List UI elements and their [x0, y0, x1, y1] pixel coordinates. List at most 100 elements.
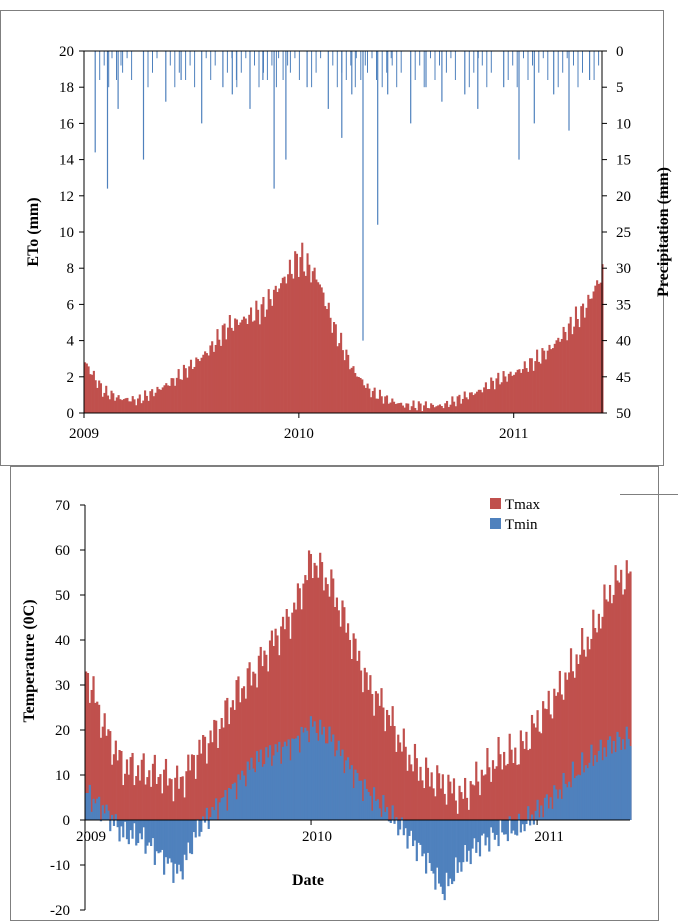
tmax-bar	[438, 773, 441, 820]
eto-bar	[290, 273, 293, 413]
tmin-bar	[601, 760, 604, 820]
tmax-bar	[462, 798, 465, 820]
tmin-bar	[490, 820, 493, 828]
bottom-chart-axes	[80, 504, 630, 911]
tmax-bars	[85, 550, 632, 820]
tmin-bar	[558, 789, 561, 820]
eto-bar	[419, 403, 422, 413]
tmax-bar	[443, 793, 446, 820]
tmin-bar	[346, 757, 350, 820]
tmax-bar	[220, 718, 223, 820]
tmin-bar	[326, 743, 329, 820]
eto-bar	[174, 385, 177, 413]
tmax-bar	[469, 781, 472, 820]
eto-bar	[235, 319, 238, 413]
tmax-bar	[111, 764, 114, 820]
tmin-bar	[276, 752, 279, 820]
tmin-bar	[371, 810, 374, 820]
tmax-bar	[365, 672, 368, 820]
tmax-bar	[503, 751, 506, 820]
tmax-bar	[239, 702, 242, 820]
eto-bar	[129, 401, 133, 413]
tmin-bar	[462, 820, 465, 863]
eto-bar	[179, 379, 182, 413]
x-tick-label: 2010	[284, 426, 314, 442]
tmin-bar	[519, 820, 522, 833]
tmin-bar	[242, 775, 246, 820]
tmin-bar	[172, 820, 175, 883]
tmin-bar	[257, 761, 260, 820]
eto-bar	[507, 373, 510, 413]
tmax-bar	[98, 704, 101, 820]
tmin-bar	[348, 769, 352, 820]
eto-bar	[569, 316, 572, 413]
eto-bar	[175, 377, 178, 413]
tmin-bar	[88, 784, 91, 820]
eto-bar	[324, 306, 327, 413]
tmax-bar	[205, 763, 208, 820]
eto-bar	[269, 299, 272, 413]
tmax-bar	[120, 751, 123, 820]
tmax-bar	[391, 706, 394, 820]
eto-bar	[537, 361, 540, 413]
tmin-bar	[296, 735, 300, 820]
tmin-bar	[551, 808, 554, 820]
eto-bar	[108, 399, 111, 413]
tmax-bar	[620, 569, 623, 820]
tmax-bar	[425, 757, 428, 820]
tmax-bar	[510, 749, 513, 820]
tmax-bar	[441, 774, 444, 820]
tmax-bar	[170, 779, 173, 820]
tmax-bar	[536, 710, 539, 820]
tmin-bar	[452, 820, 456, 882]
eto-bar	[553, 343, 556, 413]
tmin-bar	[568, 781, 571, 820]
tmin-bar	[190, 820, 194, 855]
eto-bar	[529, 358, 532, 413]
eto-bar	[350, 367, 353, 413]
tmin-bar	[361, 800, 365, 820]
eto-bar	[340, 332, 343, 413]
eto-bar	[329, 317, 332, 413]
tmax-bar	[237, 676, 240, 820]
tmin-bar	[205, 807, 208, 820]
eto-bar	[327, 302, 330, 413]
tmin-bar	[229, 789, 233, 820]
eto-bar	[310, 282, 313, 413]
tmin-bar	[430, 820, 433, 871]
tmax-bar	[322, 590, 326, 820]
tmax-bar	[404, 746, 407, 820]
eto-bar	[428, 408, 431, 413]
tmin-bar	[517, 813, 521, 820]
tmax-bar	[523, 748, 526, 820]
tmin-bar	[376, 799, 379, 820]
tmin-bar	[124, 820, 127, 822]
tmax-bar	[315, 565, 318, 820]
tmax-bar	[142, 753, 145, 820]
tmin-bar	[85, 793, 88, 820]
tmin-bar	[358, 780, 361, 820]
eto-bar	[458, 394, 461, 413]
tmin-bar	[495, 820, 498, 835]
tmin-bar	[369, 795, 372, 820]
eto-bar	[587, 294, 590, 413]
eto-bar	[172, 378, 175, 413]
tmin-bar	[473, 820, 476, 839]
tmin-bar	[261, 766, 264, 820]
tmin-bar	[477, 820, 480, 843]
eto-bar	[138, 394, 141, 413]
eto-bar	[188, 366, 191, 413]
eto-bar	[410, 406, 413, 413]
eto-bar	[488, 389, 491, 413]
tmax-bar	[627, 573, 630, 820]
tmax-bar	[400, 751, 404, 820]
tmax-bar	[189, 770, 192, 820]
eto-bar	[453, 401, 456, 413]
eto-bar	[265, 309, 268, 413]
tmax-bar	[471, 784, 474, 820]
eto-bar	[181, 379, 184, 413]
eto-bar	[486, 389, 489, 413]
eto-bar	[287, 274, 290, 413]
tmin-bar	[581, 752, 584, 820]
eto-bar	[198, 361, 201, 413]
